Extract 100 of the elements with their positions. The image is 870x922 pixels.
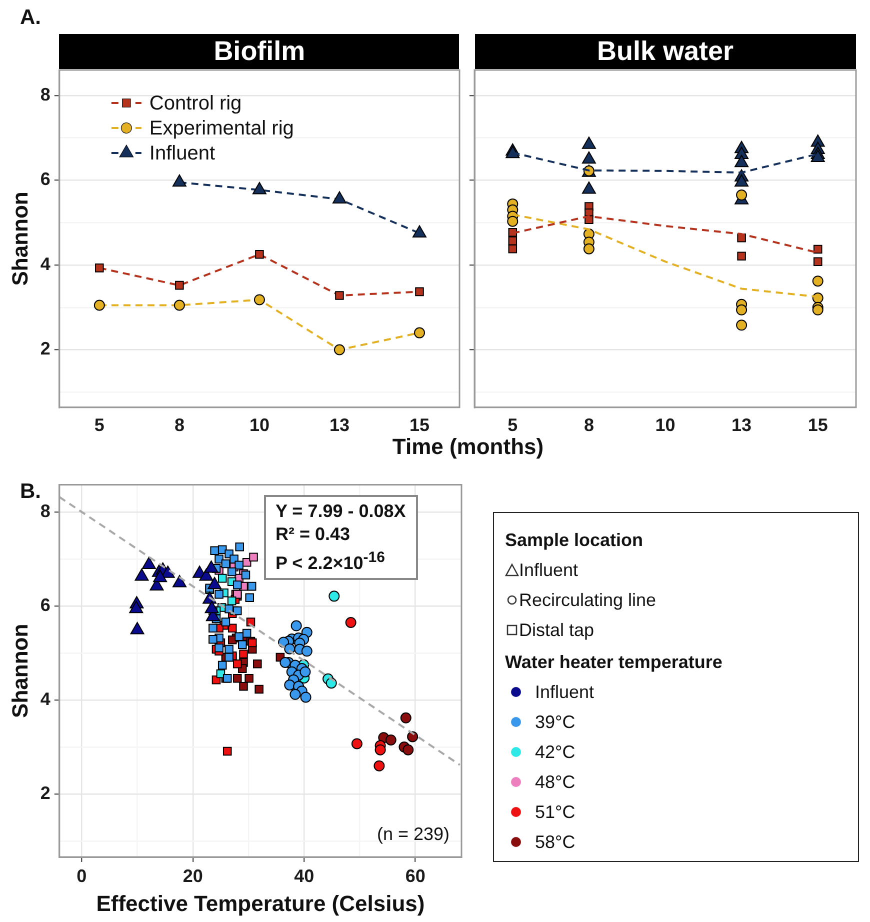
point — [412, 225, 426, 238]
point — [335, 291, 344, 300]
x-tick-label: 5 — [94, 415, 104, 436]
point — [172, 174, 186, 187]
x-tick-label: 13 — [732, 415, 752, 436]
point — [221, 618, 230, 626]
point — [227, 567, 236, 576]
x-tick-label: 10 — [249, 415, 270, 436]
point — [214, 643, 224, 652]
x-axis-title: Time (months) — [392, 434, 544, 460]
legend-label: Influent — [535, 682, 594, 702]
point — [208, 635, 218, 644]
point — [227, 596, 236, 606]
point — [238, 640, 247, 649]
y-tick-label: 8 — [40, 84, 50, 104]
point — [254, 684, 264, 694]
point — [345, 616, 356, 628]
y-tick-label: 6 — [40, 169, 50, 190]
point — [254, 294, 265, 306]
chart-title: Biofilm — [59, 34, 460, 69]
point — [234, 632, 244, 641]
y-tick-label: 8 — [40, 501, 50, 522]
y-axis-title: Shannon — [7, 624, 32, 718]
y-tick-label: 2 — [40, 782, 50, 803]
y-axis-title: Shannon — [7, 192, 32, 286]
point — [253, 659, 262, 668]
point — [208, 624, 218, 633]
legend-label: 58°C — [535, 832, 576, 852]
text: B. — [20, 480, 41, 504]
point — [232, 580, 242, 590]
x-tick-label: 8 — [174, 415, 184, 436]
text: A. — [20, 6, 41, 30]
point — [374, 760, 385, 772]
legend-title: Water heater temperature — [505, 652, 722, 673]
point — [241, 570, 250, 580]
point — [94, 300, 105, 311]
point — [402, 744, 414, 756]
annotation: Y = 7.99 - 0.08X — [276, 500, 406, 523]
x-tick-label: 0 — [76, 866, 87, 886]
text: Recirculating line — [519, 590, 656, 610]
legend-label: Experimental rig — [149, 118, 294, 140]
point — [332, 191, 346, 204]
legend-label: Control rig — [149, 92, 242, 115]
point — [239, 682, 248, 691]
point — [414, 327, 425, 338]
point — [218, 574, 227, 583]
legend-label: 39°C — [535, 712, 576, 732]
text: Influent — [519, 560, 578, 580]
point — [244, 674, 254, 683]
point — [400, 712, 412, 724]
x-tick-label: 10 — [655, 415, 676, 436]
text: Distal tap — [519, 620, 594, 640]
point — [232, 606, 242, 616]
point — [214, 590, 224, 599]
point — [247, 582, 256, 591]
point — [239, 650, 248, 658]
point — [174, 300, 185, 311]
x-axis-title: Effective Temperature (Celsius) — [96, 890, 425, 916]
point — [234, 560, 244, 570]
point — [95, 264, 104, 272]
point — [255, 250, 264, 259]
x-tick-label: 15 — [409, 415, 430, 436]
annotation: R² = 0.43 — [276, 522, 352, 546]
x-tick-label: 8 — [584, 415, 594, 436]
point — [328, 590, 340, 602]
point — [280, 656, 291, 668]
point — [249, 552, 258, 562]
point — [374, 744, 386, 756]
legend-label: 42°C — [535, 742, 576, 762]
point — [351, 738, 362, 750]
point — [224, 644, 234, 654]
legend-label: Influent — [149, 142, 216, 165]
point — [175, 280, 184, 290]
point — [290, 620, 302, 632]
x-tick-label: 40 — [294, 866, 314, 886]
point — [301, 646, 312, 657]
legend-label: 51°C — [535, 802, 576, 822]
x-tick-label: 60 — [405, 866, 426, 886]
point — [290, 688, 301, 700]
point — [218, 660, 227, 670]
point — [214, 554, 224, 564]
point — [300, 692, 312, 703]
point — [245, 593, 254, 602]
point — [232, 674, 242, 683]
point — [224, 652, 234, 662]
y-tick-label: 4 — [40, 254, 50, 274]
point — [222, 746, 232, 756]
x-tick-label: 15 — [808, 415, 828, 436]
point — [228, 624, 237, 633]
y-tick-label: 6 — [40, 595, 50, 616]
point — [235, 542, 244, 552]
point — [385, 734, 396, 746]
y-tick-label: 2 — [40, 338, 50, 359]
annotation: P < 2.2×10$^{-16}$ — [276, 548, 386, 575]
point — [210, 546, 219, 555]
x-tick-label: 13 — [329, 415, 350, 436]
point — [221, 559, 230, 568]
point — [300, 666, 311, 678]
legend-label: 48°C — [535, 772, 576, 792]
point — [415, 287, 424, 296]
